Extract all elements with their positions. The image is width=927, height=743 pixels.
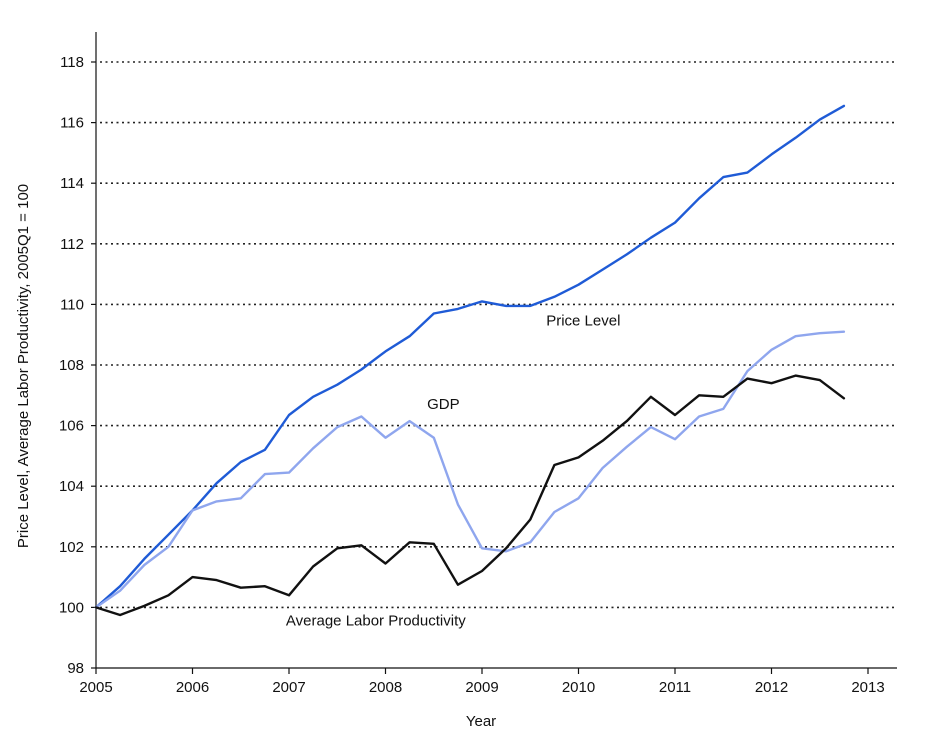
x-tick-label: 2008 <box>369 679 402 696</box>
y-tick-label: 108 <box>59 357 84 374</box>
series-line-gdp <box>94 330 846 609</box>
series-line-average-labor-productivity <box>94 374 846 617</box>
x-tick-label: 2010 <box>562 679 595 696</box>
y-tick-label: 110 <box>60 296 84 313</box>
axes: 98 100 102 104 106 108 110 112 114 116 118 2005 2006… <box>59 32 897 696</box>
series-line-price-level <box>94 104 846 609</box>
x-tick-label: 2006 <box>176 679 209 696</box>
y-tick-label: 104 <box>59 478 84 495</box>
x-tick-label: 2011 <box>659 679 691 696</box>
y-tick-label: 112 <box>60 236 84 253</box>
y-tick-label: 118 <box>60 54 84 71</box>
y-tick-label: 116 <box>60 115 84 132</box>
y-tick-label: 106 <box>59 418 84 435</box>
series-lines <box>94 104 846 617</box>
x-tick-label: 2013 <box>851 679 884 696</box>
y-tick-label: 100 <box>59 599 84 616</box>
series-label-average-labor-productivity: Average Labor Productivity <box>286 613 466 630</box>
x-tick-label: 2005 <box>79 679 112 696</box>
x-tick-label: 2007 <box>272 679 305 696</box>
series-label-gdp: GDP <box>427 396 460 413</box>
x-axis-title: Year <box>466 713 496 730</box>
x-tick-label: 2012 <box>755 679 788 696</box>
y-tick-label: 114 <box>60 175 84 192</box>
y-axis-title: Price Level, Average Labor Productivity,… <box>15 184 32 548</box>
x-tick-label: 2009 <box>465 679 498 696</box>
gridlines <box>100 61 897 609</box>
series-labels: Price Level GDP Average Labor Productivity <box>286 313 620 630</box>
y-tick-label: 102 <box>59 539 84 556</box>
y-tick-label: 98 <box>67 660 84 677</box>
series-label-price-level: Price Level <box>546 313 620 330</box>
